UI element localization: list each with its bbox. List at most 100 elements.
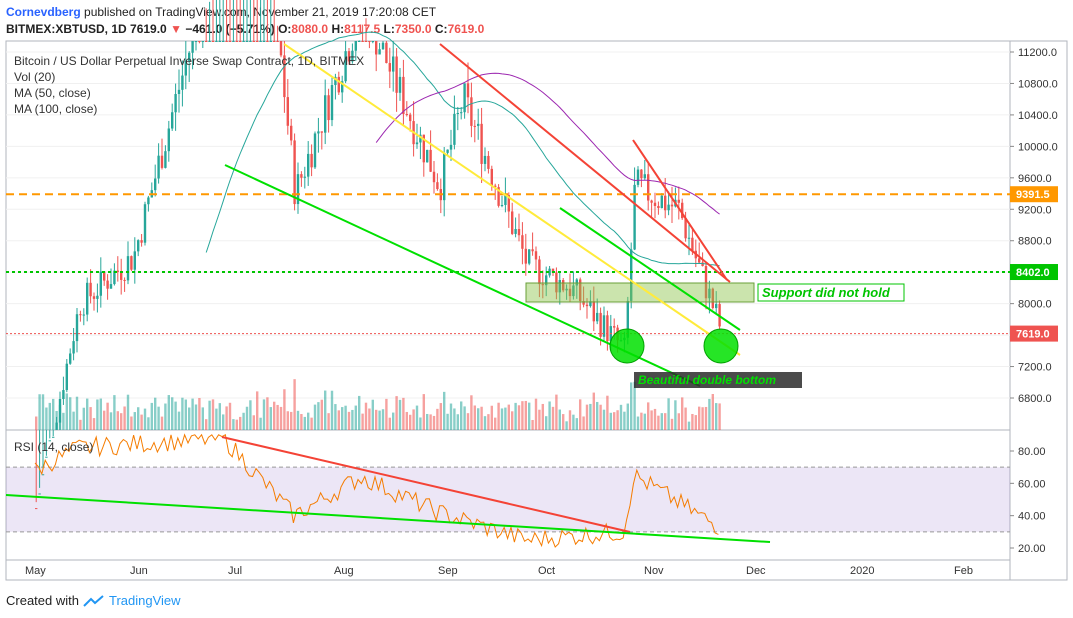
candle-body — [626, 300, 629, 338]
ma50-line — [205, 31, 720, 267]
volume-bar — [691, 413, 694, 430]
candle-body — [160, 155, 164, 168]
volume-bar — [449, 403, 453, 430]
volume-bar — [41, 394, 45, 430]
volume-bar — [52, 398, 55, 430]
red-trendline-right — [632, 139, 728, 281]
time-tick-label: Feb — [954, 565, 973, 577]
volume-bar — [45, 407, 48, 430]
green-upper-trendline — [559, 207, 741, 331]
level-label-bg — [1010, 186, 1058, 203]
candle-body — [103, 271, 106, 281]
candle-body — [500, 204, 504, 206]
candle-body — [636, 169, 640, 185]
volume-bar — [351, 409, 354, 430]
volume-bar — [562, 414, 565, 430]
candle-body — [341, 81, 344, 93]
volume-bar — [453, 408, 456, 430]
volume-bar — [225, 406, 228, 430]
publish-info: Cornevdberg published on TradingView.com… — [6, 5, 436, 19]
price-tick-label: 10400.0 — [1018, 110, 1058, 122]
candle-body — [538, 259, 541, 285]
rsi-band — [6, 467, 1010, 532]
volume-bar — [249, 400, 252, 430]
candle-body — [371, 41, 374, 42]
volume-bar — [344, 405, 347, 430]
price-tick-label: 9600.0 — [1018, 173, 1052, 185]
candle-body — [640, 169, 643, 179]
volume-bar — [545, 416, 548, 430]
candle-body — [670, 204, 674, 207]
candle-body — [262, 41, 266, 42]
candle-body — [494, 185, 497, 188]
candle-body — [269, 41, 272, 42]
candle-body — [79, 314, 82, 316]
candle-body — [375, 41, 378, 55]
candle-body — [147, 197, 150, 205]
volume-bar — [341, 407, 344, 430]
candle-body — [279, 41, 283, 56]
candle-body — [490, 168, 493, 186]
candle-body — [562, 280, 565, 291]
author-name[interactable]: Cornevdberg — [6, 5, 81, 19]
candle-body — [194, 41, 198, 42]
candle-body — [48, 440, 51, 442]
volume-bar — [371, 399, 374, 430]
price-axis[interactable] — [1009, 40, 1068, 581]
volume-bar — [718, 403, 721, 430]
candle-body — [545, 275, 548, 286]
candle-body — [684, 218, 687, 239]
candle-body — [38, 493, 41, 495]
volume-bar — [75, 396, 79, 430]
chart-title: Bitcoin / US Dollar Perpetual Inverse Sw… — [14, 54, 364, 68]
candle-body — [650, 200, 653, 203]
last-price: 7619.0 — [130, 22, 167, 36]
candle-body — [344, 51, 347, 82]
candle-body — [460, 112, 463, 114]
candle-body — [126, 256, 130, 281]
volume-bar — [494, 417, 497, 430]
candle-body — [201, 41, 204, 42]
candle-body — [381, 42, 385, 50]
volume-bar — [160, 416, 164, 430]
volume-bars — [35, 379, 721, 430]
volume-bar — [92, 418, 96, 430]
volume-bar — [154, 397, 157, 430]
candle-body — [466, 83, 470, 98]
candle-body — [351, 50, 354, 62]
candle-body — [358, 41, 361, 42]
candle-body — [449, 144, 453, 150]
candle-body — [266, 41, 269, 42]
volume-bar — [194, 404, 198, 430]
volume-bar — [677, 413, 680, 430]
volume-bar — [174, 401, 177, 430]
volume-bar — [633, 381, 636, 430]
candle-body — [86, 282, 89, 315]
volume-bar — [480, 406, 483, 430]
volume-bar — [354, 405, 357, 430]
candle-body — [245, 41, 249, 42]
volume-bar — [470, 395, 473, 430]
volume-bar — [490, 405, 493, 430]
candle-body — [181, 75, 184, 90]
candle-body — [429, 149, 432, 172]
volume-bar — [201, 407, 204, 430]
candle-body — [99, 271, 102, 296]
candle-body — [698, 258, 701, 263]
candle-body — [188, 52, 191, 61]
candle-body — [171, 112, 174, 129]
volume-bar — [269, 407, 272, 430]
volume-bar — [460, 401, 463, 430]
candle-body — [58, 399, 62, 423]
time-tick-label: Jun — [130, 565, 148, 577]
candle-body — [691, 237, 694, 251]
tradingview-brand[interactable]: TradingView — [108, 593, 181, 608]
double-bottom-box — [634, 372, 802, 388]
volume-bar — [273, 401, 276, 430]
volume-bar — [137, 407, 140, 430]
candle-body — [487, 155, 490, 169]
main-pane[interactable] — [5, 40, 1011, 431]
volume-bar — [361, 413, 364, 430]
time-tick-label: May — [25, 565, 46, 577]
